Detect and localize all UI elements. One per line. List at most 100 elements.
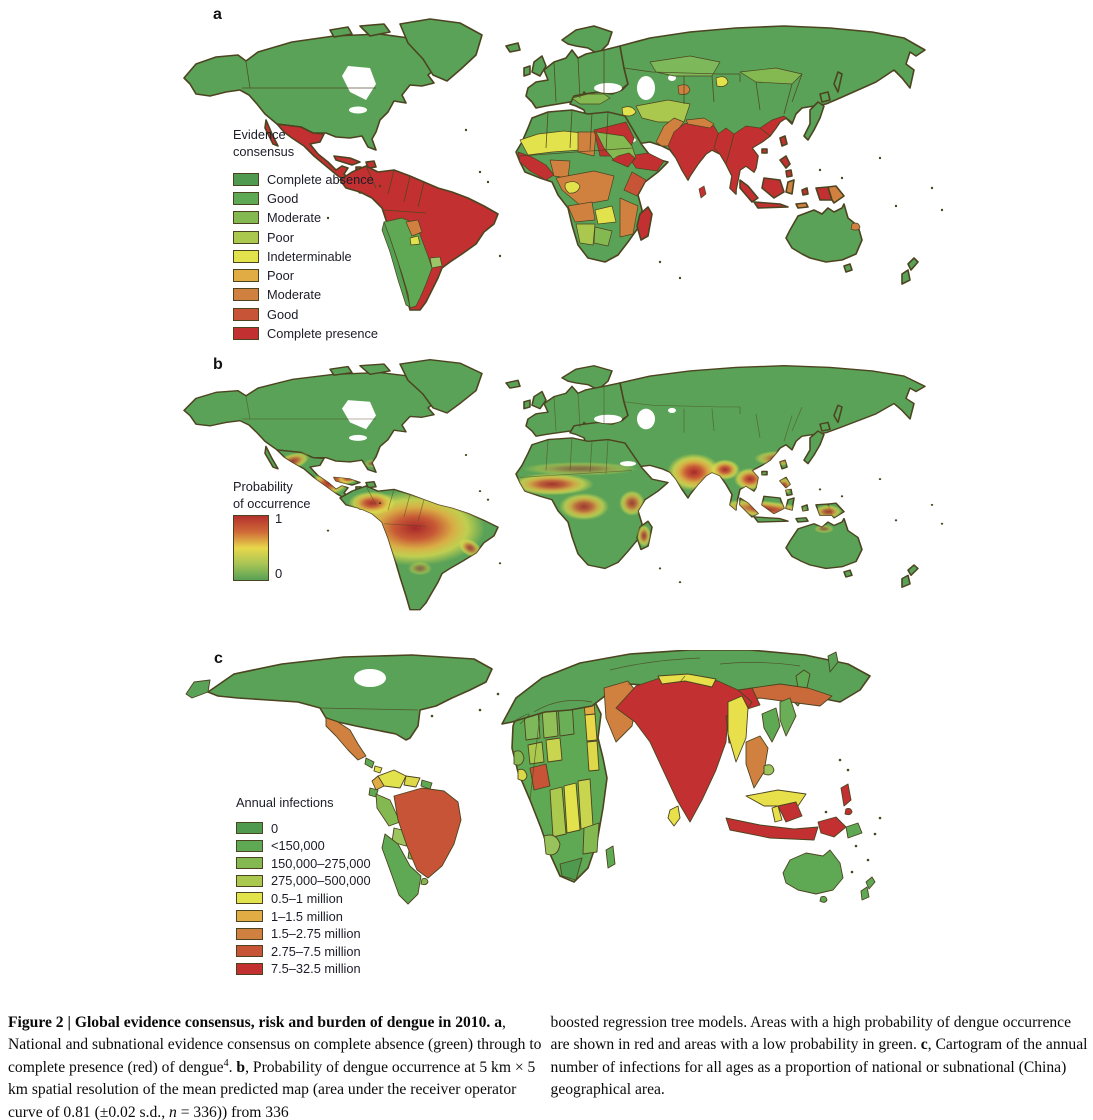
legend-swatch xyxy=(236,962,263,975)
legend-swatch xyxy=(236,857,263,870)
egypt xyxy=(584,713,598,742)
legend-a-title: Evidence consensus xyxy=(233,127,295,160)
cartogram-borders xyxy=(319,657,801,801)
legend-item: Poor xyxy=(233,266,403,285)
angola xyxy=(543,834,561,856)
legend-annual-infections: Annual infections 0 <150,000 150,000–275… xyxy=(236,794,416,978)
legend-c-title: Annual infections xyxy=(236,795,334,810)
legend-item: 275,000–500,000 xyxy=(236,872,416,890)
venezuela xyxy=(403,775,421,788)
arctic-island-2 xyxy=(329,365,353,376)
thailand xyxy=(745,735,769,789)
legend-swatch xyxy=(236,822,263,835)
west-africa-2 xyxy=(517,768,528,781)
legend-swatch xyxy=(233,230,259,244)
sakhalin xyxy=(833,71,843,93)
sri-lanka xyxy=(667,805,681,827)
tasmania xyxy=(843,263,853,273)
nepal xyxy=(657,673,717,688)
tasmania xyxy=(819,895,828,903)
madagascar xyxy=(636,206,653,241)
philippines-2 xyxy=(785,169,793,178)
uruguay xyxy=(420,877,429,886)
central-america-1 xyxy=(364,757,375,769)
japan xyxy=(803,101,825,141)
legend-swatch xyxy=(233,211,259,225)
greenland xyxy=(399,18,483,82)
greenland xyxy=(399,359,483,414)
sumatra xyxy=(739,179,759,203)
australia xyxy=(782,849,844,895)
central-africa-1 xyxy=(549,786,567,838)
australia xyxy=(785,203,863,263)
brazil xyxy=(393,787,462,879)
east-islands-red xyxy=(817,816,847,838)
legend-item: <150,000 xyxy=(236,837,416,855)
new-guinea-green xyxy=(845,822,863,839)
myanmar xyxy=(727,695,749,763)
japan xyxy=(803,430,825,465)
tasmania xyxy=(843,569,853,578)
legend-evidence-consensus: Evidence consensus Complete absence Good… xyxy=(233,126,403,343)
figure-caption: Figure 2 | Global evidence consensus, ri… xyxy=(8,1012,1090,1120)
philippines-2 xyxy=(844,807,853,816)
britain xyxy=(531,55,547,77)
legend-item: Good xyxy=(233,189,403,208)
arctic-island-1 xyxy=(359,23,391,37)
country-regions xyxy=(381,55,861,309)
legend-item: Good xyxy=(233,305,403,324)
legend-item: 0 xyxy=(236,819,416,837)
scandinavia xyxy=(561,25,613,55)
north-america xyxy=(207,654,493,741)
north-america xyxy=(183,371,441,473)
scandinavia xyxy=(561,365,613,391)
sahel-2 xyxy=(545,737,563,763)
legend-item: Indeterminable xyxy=(233,247,403,266)
kenya-tanzania xyxy=(582,822,600,855)
legend-swatch xyxy=(233,249,259,263)
central-america-2 xyxy=(373,765,383,774)
iceland xyxy=(505,379,521,389)
borneo xyxy=(761,177,785,199)
new-zealand-south xyxy=(860,886,870,901)
south-africa xyxy=(559,857,583,881)
india xyxy=(615,675,753,823)
small-islands xyxy=(430,692,882,874)
legend-item: Complete absence xyxy=(233,170,403,189)
legend-item: 150,000–275,000 xyxy=(236,854,416,872)
water-bodies xyxy=(342,400,676,467)
legend-item: Moderate xyxy=(233,208,403,227)
legend-item: Moderate xyxy=(233,285,403,304)
hainan xyxy=(761,148,768,154)
world-map-evidence-consensus xyxy=(183,18,944,311)
legend-swatch xyxy=(233,172,259,186)
madagascar xyxy=(605,845,616,869)
central-africa-2 xyxy=(563,782,581,834)
new-zealand-north xyxy=(907,564,919,576)
legend-swatch xyxy=(236,839,263,852)
baja xyxy=(264,445,279,470)
alaska xyxy=(185,679,211,699)
java xyxy=(753,516,789,523)
caption-heading: Figure 2 | Global evidence consensus, ri… xyxy=(8,1014,491,1031)
legend-item: Poor xyxy=(233,227,403,246)
nigeria xyxy=(529,763,551,791)
sahel-1 xyxy=(527,741,545,765)
legend-swatch xyxy=(236,874,263,887)
legend-item: 0.5–1 million xyxy=(236,890,416,908)
hokkaido xyxy=(819,421,831,432)
timor xyxy=(795,202,809,209)
philippines xyxy=(779,155,791,169)
laos-vietnam xyxy=(761,707,781,743)
landmasses xyxy=(183,359,926,611)
arctic-island-1 xyxy=(359,363,391,376)
cuba xyxy=(333,155,361,166)
taiwan xyxy=(779,135,788,147)
colorbar-min-label: 0 xyxy=(275,566,283,581)
new-guinea-east xyxy=(827,185,845,204)
central-africa-3 xyxy=(577,778,594,830)
west-africa-1 xyxy=(513,750,525,766)
probability-colorbar xyxy=(233,515,269,581)
peru xyxy=(375,793,401,827)
legend-swatch xyxy=(236,910,263,923)
